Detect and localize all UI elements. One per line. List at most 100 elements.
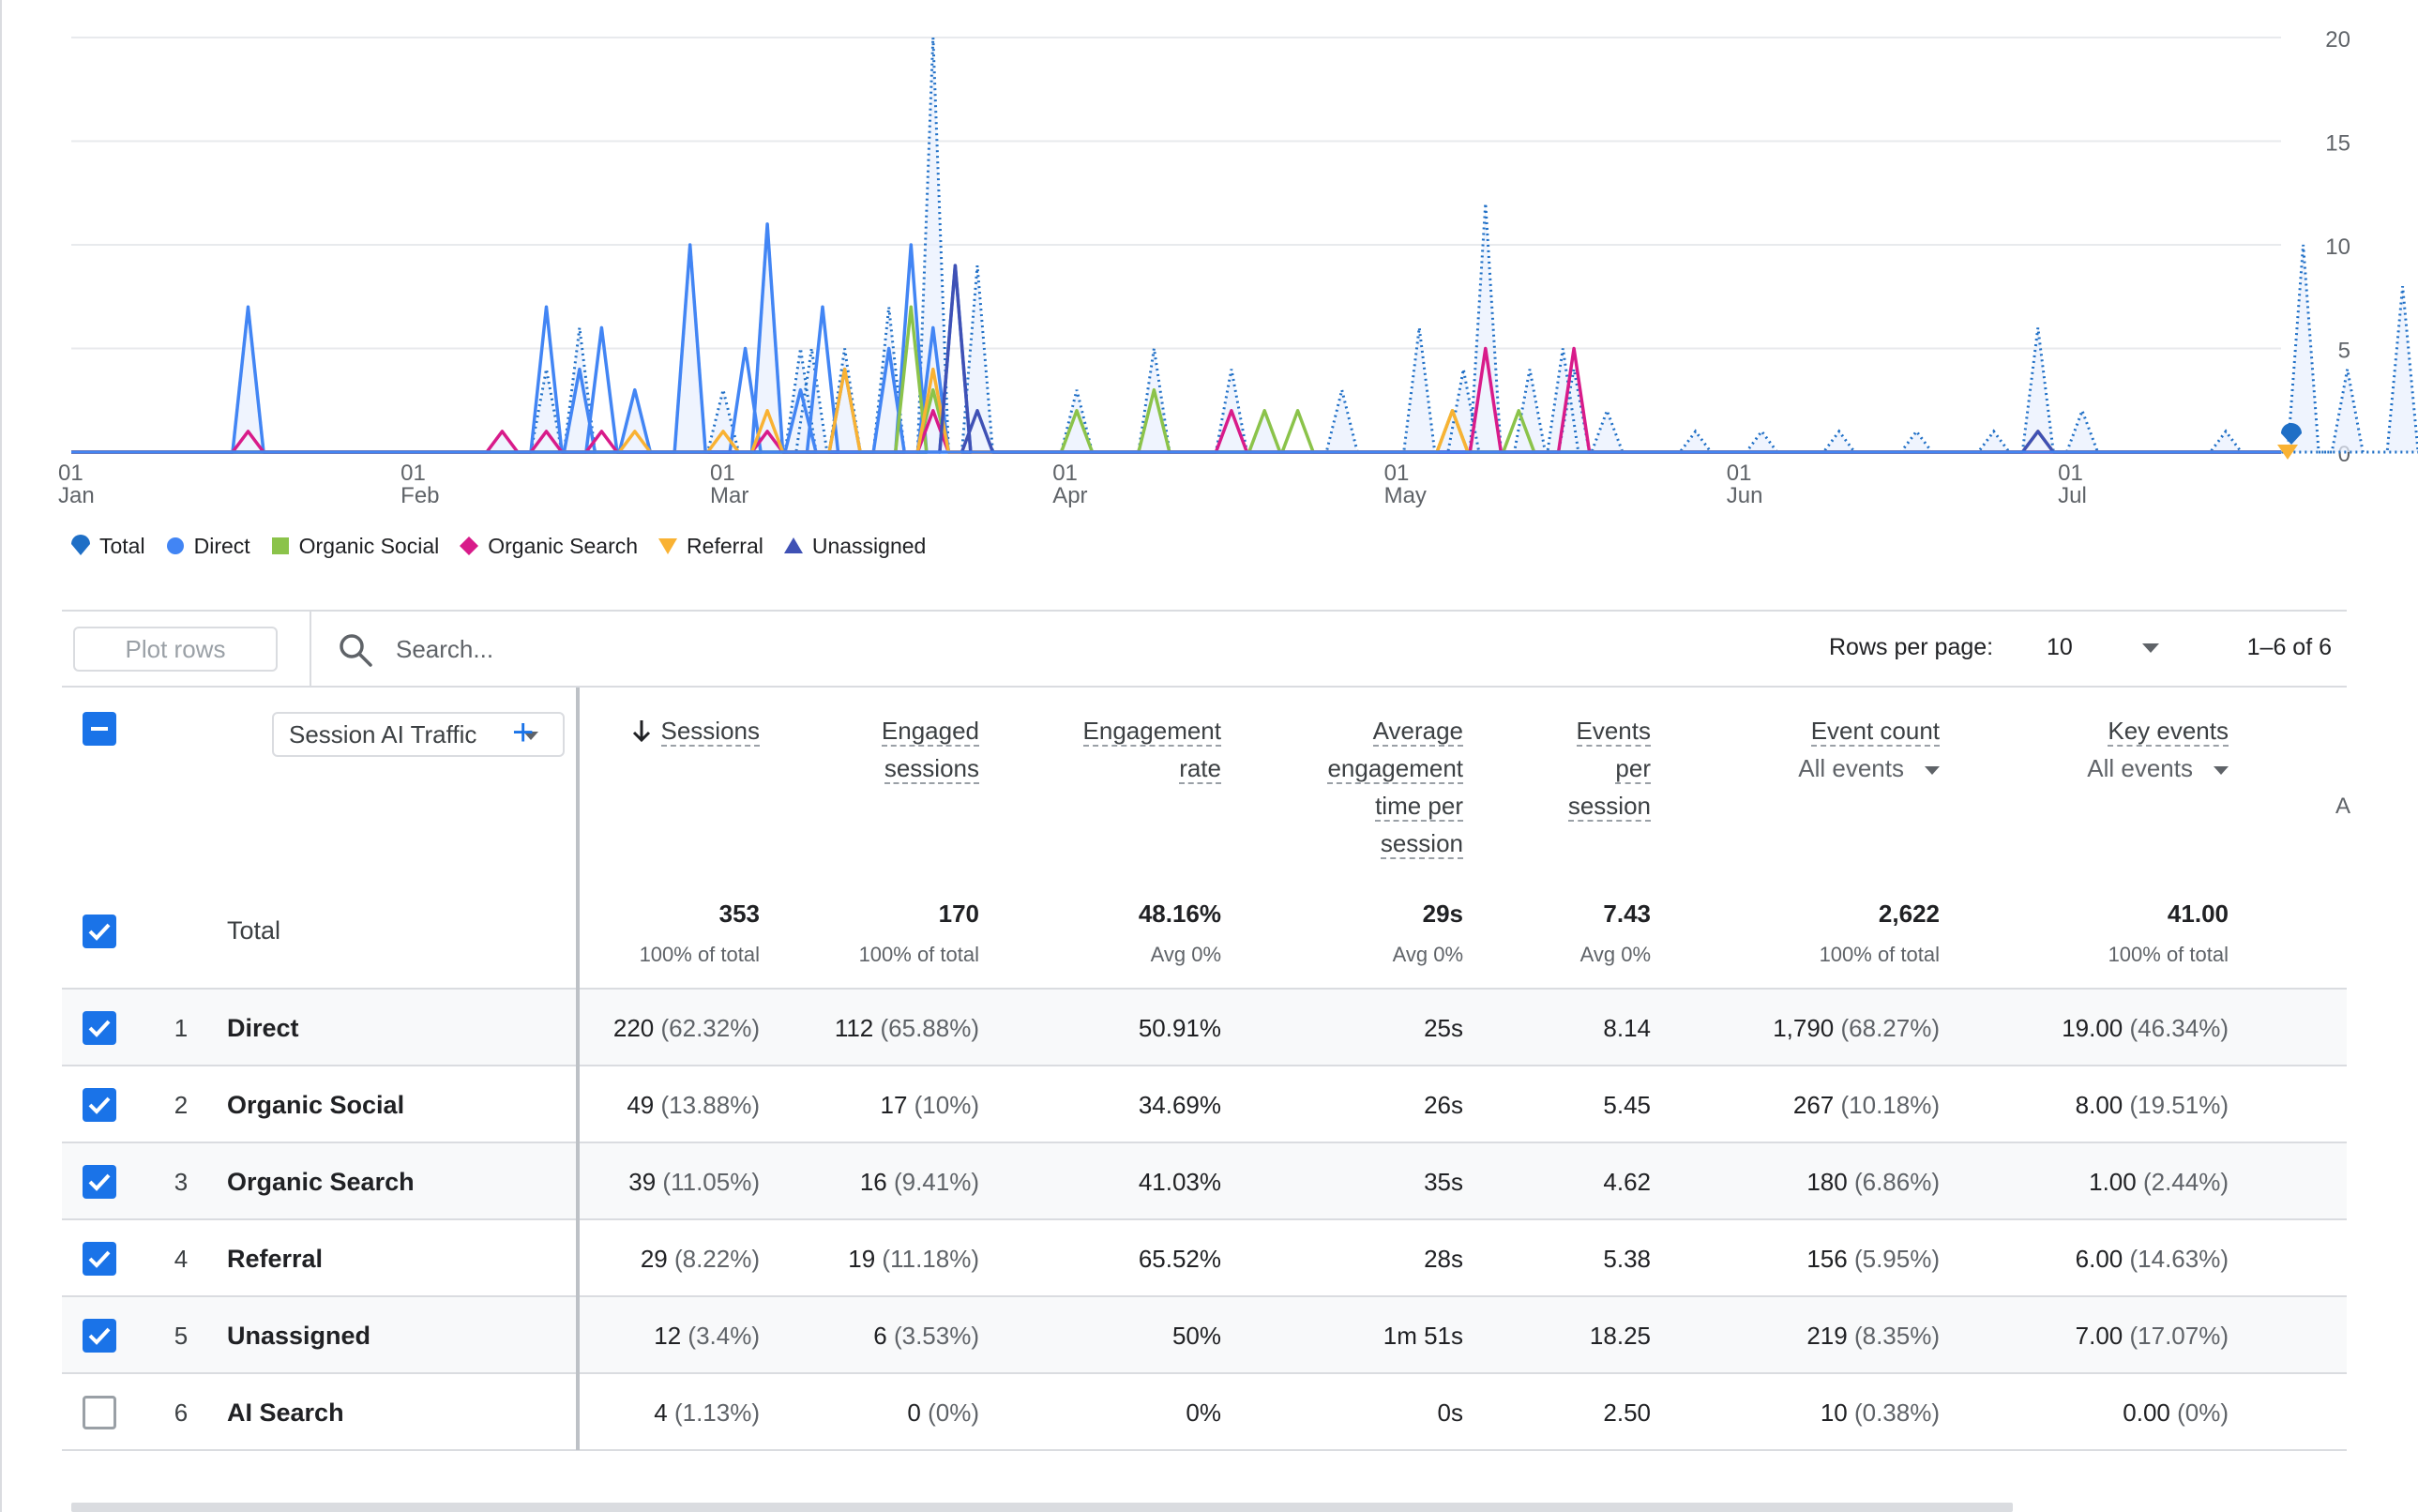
search-input[interactable] [396,628,1240,670]
column-header-sessions[interactable]: Sessions [631,712,760,749]
total-row: Total 353 100% of total 170 100% of total 48… [62,875,2347,990]
series-line-referral[interactable] [71,367,2281,454]
row-number: 6 [174,1399,189,1427]
cell-engaged: 112 (65.88%) [835,1014,979,1043]
x-tick-day: 01 [710,461,735,486]
cell-key_events: 6.00 (14.63%) [2076,1245,2229,1274]
dimension-column-divider[interactable] [576,688,580,1450]
row-checkbox[interactable] [83,1088,116,1122]
row-dimension-value[interactable]: Organic Search [227,1168,415,1196]
select-all-checkbox[interactable] [83,712,116,746]
column-header-label: session [1380,829,1463,859]
horizontal-scrollbar[interactable] [71,1503,2013,1512]
cell-event_count: 1,790 (68.27%) [1773,1014,1940,1043]
table-row[interactable]: 2 Organic Social 49 (13.88%) 17 (10%) 34.69%… [62,1066,2347,1143]
row-checkbox[interactable] [83,1396,116,1429]
row-checkbox[interactable] [83,1242,116,1276]
cell-value: 34.69% [1138,1091,1221,1119]
table-row[interactable]: 6 AI Search 4 (1.13%) 0 (0%) 0% 0s 2.50 10 (0.3… [62,1374,2347,1451]
add-dimension-plus-icon[interactable]: + [512,712,535,753]
cell-avg_time: 26s [1424,1091,1463,1120]
table-row[interactable]: 5 Unassigned 12 (3.4%) 6 (3.53%) 50% 1m 51s 18… [62,1297,2347,1374]
table-row[interactable]: 1 Direct 220 (62.32%) 112 (65.88%) 50.91% 25s… [62,990,2347,1066]
series-line-organic-search[interactable] [71,346,2281,454]
x-tick-day: 01 [1052,461,1078,486]
x-tick-day: 01 [1384,461,1410,486]
row-dimension-value[interactable]: AI Search [227,1399,344,1427]
total-label: Total [227,916,281,945]
total-value-eps: 7.43 [1603,900,1651,928]
series-line-organic-social[interactable] [71,305,2281,454]
y-tick-label: 10 [2325,234,2350,260]
column-header-rate[interactable]: Engagement rate [1082,712,1221,787]
cell-rate: 34.69% [1139,1091,1221,1120]
rows-per-page-select[interactable]: 10 [2047,634,2073,660]
legend-item-referral[interactable]: Referral [657,534,763,559]
table-row[interactable]: 3 Organic Search 39 (11.05%) 16 (9.41%) 41.0… [62,1143,2347,1220]
cell-sessions: 4 (1.13%) [654,1399,760,1428]
legend-item-total[interactable]: Total [69,534,145,559]
row-checkbox[interactable] [83,1011,116,1045]
legend-item-unassigned[interactable]: Unassigned [782,534,926,559]
legend-label: Total [99,533,145,558]
cell-value: 19.00 [2062,1014,2123,1042]
legend-item-organic-social[interactable]: Organic Social [269,534,439,559]
row-dimension-value[interactable]: Referral [227,1245,324,1273]
row-number: 1 [174,1014,189,1042]
cell-value: 8.00 [2075,1091,2123,1119]
cell-value: 16 [859,1168,887,1196]
cell-value: 50.91% [1138,1014,1221,1042]
table-row[interactable]: 4 Referral 29 (8.22%) 19 (11.18%) 65.52% 28s 5… [62,1220,2347,1297]
cell-rate: 50.91% [1139,1014,1221,1043]
row-dimension-value[interactable]: Direct [227,1014,299,1042]
cell-eps: 2.50 [1603,1399,1651,1428]
legend-item-direct[interactable]: Direct [164,534,250,559]
triangle-down-marker-icon [658,538,678,554]
legend-item-organic-search[interactable]: Organic Search [458,534,638,559]
cell-share: (1.13%) [667,1399,760,1427]
total-end-marker-icon [2281,423,2302,445]
cell-value: 267 [1792,1091,1835,1119]
rows-per-page-label: Rows per page: [1829,634,1994,660]
cell-share: (6.86%) [1847,1168,1940,1196]
series-line-direct[interactable] [71,222,2281,454]
column-header-avg_time[interactable]: Average engagement time per session [1327,712,1463,862]
column-header-engaged[interactable]: Engaged sessions [881,712,979,787]
plot-rows-button[interactable]: Plot rows [73,627,278,672]
series-line-unassigned[interactable] [71,264,2281,454]
row-number: 5 [174,1322,189,1350]
sort-descending-icon[interactable] [631,718,652,743]
rows-per-page-caret-icon[interactable] [2142,643,2159,653]
cell-key_events: 0.00 (0%) [2123,1399,2229,1428]
series-line-total[interactable] [71,37,2418,454]
cell-avg_time: 35s [1424,1168,1463,1197]
total-value-engaged: 170 [938,900,979,928]
cell-value: 0% [1186,1399,1221,1427]
column-header-key_events[interactable]: Key events All events [2087,712,2229,787]
cell-share: (68.27%) [1834,1014,1940,1042]
metric-filter-select[interactable]: All events [1798,749,1940,787]
dimension-select[interactable]: Session AI Traffic [272,712,565,757]
cell-engaged: 16 (9.41%) [860,1168,979,1197]
search-icon[interactable] [338,632,373,668]
total-share-avg_time: Avg 0% [1392,943,1463,966]
cell-value: 35s [1424,1168,1463,1196]
column-header-label: session [1567,792,1651,822]
row-checkbox[interactable] [83,1319,116,1353]
cell-key_events: 8.00 (19.51%) [2076,1091,2229,1120]
row-checkbox[interactable] [83,1165,116,1199]
column-header-event_count[interactable]: Event count All events [1798,712,1940,787]
row-dimension-value[interactable]: Organic Social [227,1091,405,1119]
column-header-label: sessions [884,754,979,784]
column-header-eps[interactable]: Events per session [1567,712,1651,824]
cell-share: (0%) [920,1399,979,1427]
cell-share: (17.07%) [2123,1322,2229,1350]
legend-label: Referral [687,533,763,558]
total-share-event_count: 100% of total [1819,943,1940,966]
total-checkbox[interactable] [83,915,116,948]
cell-share: (3.53%) [886,1322,979,1350]
cell-share: (3.4%) [681,1322,760,1350]
toolbar-divider [310,612,311,688]
row-dimension-value[interactable]: Unassigned [227,1322,371,1350]
metric-filter-select[interactable]: All events [2087,749,2229,787]
